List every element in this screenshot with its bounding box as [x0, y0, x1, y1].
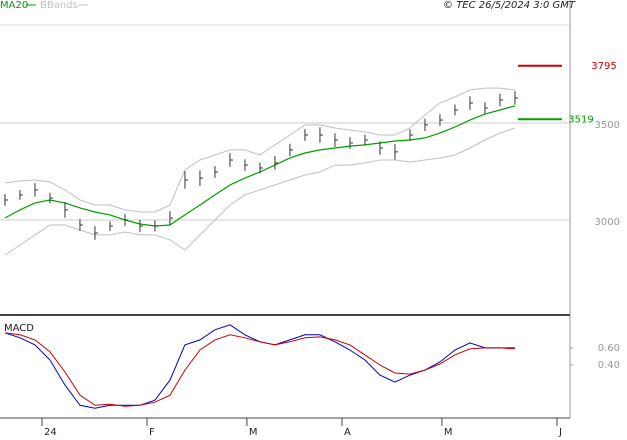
x-tick-label: F	[149, 427, 155, 438]
y-tick-label: 3000	[595, 217, 620, 228]
bband-lower	[4, 127, 516, 256]
price-label: 3519	[568, 114, 593, 125]
x-tick-label: J	[558, 427, 562, 438]
x-tick-label: M	[444, 427, 453, 438]
legend-label: BBands	[40, 0, 78, 11]
x-tick-label: M	[249, 427, 258, 438]
x-tick-label: A	[344, 427, 351, 438]
bband-upper	[4, 87, 515, 213]
price-label: 3795	[591, 61, 616, 72]
y-tick-label: 3500	[595, 120, 620, 131]
x-tick-label: 24	[44, 427, 57, 438]
source: © TEC 26/5/2024 3:0 GMT	[443, 0, 576, 11]
y-tick-label: 0.40	[598, 360, 620, 371]
macd-line	[4, 332, 515, 407]
panel-title: MACD	[4, 323, 34, 334]
legend-label: MA20	[0, 0, 28, 11]
y-tick-label: 0.60	[598, 343, 620, 354]
